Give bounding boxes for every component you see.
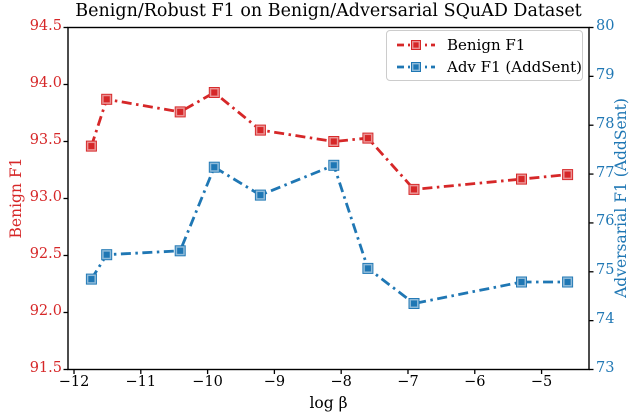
data-point-marker [254, 189, 266, 201]
y-right-tick-label: 74 [596, 311, 615, 328]
data-point-marker [174, 245, 186, 257]
data-point-marker [408, 183, 420, 195]
y-right-tick-label: 78 [596, 115, 615, 132]
x-tick-label: −6 [464, 374, 486, 390]
data-point-marker [328, 159, 340, 171]
legend-line-sample [397, 40, 435, 50]
marker-highlight [329, 160, 339, 170]
x-tick-label: −10 [192, 374, 223, 390]
marker-highlight [516, 277, 527, 287]
y-right-tick-label: 77 [596, 164, 615, 181]
data-point-marker [562, 169, 574, 181]
legend: Benign F1 Adv F1 (AddSent) [386, 30, 583, 81]
data-point-marker [408, 298, 420, 309]
x-tick-label: −11 [125, 374, 157, 390]
x-tick-label: −9 [263, 374, 286, 390]
marker-highlight [363, 133, 373, 143]
legend-entry: Adv F1 (AddSent) [396, 56, 582, 78]
y-right-tick-label: 80 [596, 18, 615, 34]
data-point-marker [85, 140, 97, 152]
x-tick-label: −5 [530, 374, 553, 390]
x-axis-label: log β [309, 394, 348, 412]
marker-highlight [209, 162, 219, 172]
marker-highlight [86, 141, 96, 151]
y-left-tick-label: 92.0 [29, 303, 62, 319]
data-point-marker [208, 87, 220, 98]
y-left-tick-label: 94.5 [29, 18, 62, 34]
x-tick-label: −7 [397, 374, 419, 390]
marker-highlight [102, 250, 112, 260]
y-left-tick-label: 91.5 [29, 360, 62, 376]
plot-spines [67, 26, 590, 371]
legend-line-sample [397, 62, 435, 72]
y-right-tick-label: 75 [596, 262, 615, 279]
marker-highlight [209, 87, 219, 98]
marker-highlight [255, 190, 265, 200]
chart-title: Benign/Robust F1 on Benign/Adversarial S… [75, 1, 582, 21]
data-point-marker [208, 161, 220, 173]
y-right-tick-label: 79 [596, 66, 615, 83]
series-line [90, 163, 568, 305]
y-left-tick-label: 94.0 [29, 75, 62, 91]
y-left-tick-label: 93.5 [29, 132, 62, 148]
marker-highlight [363, 263, 373, 273]
data-point-marker [362, 262, 374, 274]
data-point-marker [516, 173, 527, 185]
marker-highlight [255, 125, 265, 135]
marker-highlight [409, 298, 419, 309]
marker-highlight [86, 274, 96, 284]
marker-highlight [563, 170, 573, 180]
y-axis-label-right: Adversarial F1 (AddSent) [612, 98, 630, 298]
data-point-marker [85, 273, 97, 285]
y-left-tick-label: 93.0 [29, 189, 62, 205]
marker-highlight [102, 94, 112, 104]
legend-label: Benign F1 [447, 36, 526, 54]
data-point-marker [101, 93, 113, 105]
y-right-tick-label: 76 [596, 213, 615, 230]
y-left-tick-label: 92.5 [29, 246, 62, 262]
marker-highlight [329, 136, 339, 147]
marker-highlight [175, 246, 185, 256]
data-point-marker [516, 276, 527, 288]
legend-label: Adv F1 (AddSent) [447, 58, 582, 76]
data-point-marker [174, 106, 186, 118]
data-point-marker [101, 249, 113, 261]
legend-entry: Benign F1 [396, 34, 582, 56]
data-point-marker [254, 124, 266, 136]
data-point-marker [362, 132, 374, 144]
marker-highlight [563, 277, 573, 287]
x-tick-label: −12 [58, 374, 90, 390]
data-point-marker [328, 136, 340, 147]
marker-highlight [409, 184, 419, 194]
marker-highlight [516, 174, 527, 184]
data-point-marker [562, 276, 574, 288]
x-tick-label: −8 [330, 374, 352, 390]
y-right-tick-label: 73 [596, 360, 615, 376]
series-line [90, 90, 568, 191]
marker-highlight [175, 107, 185, 117]
